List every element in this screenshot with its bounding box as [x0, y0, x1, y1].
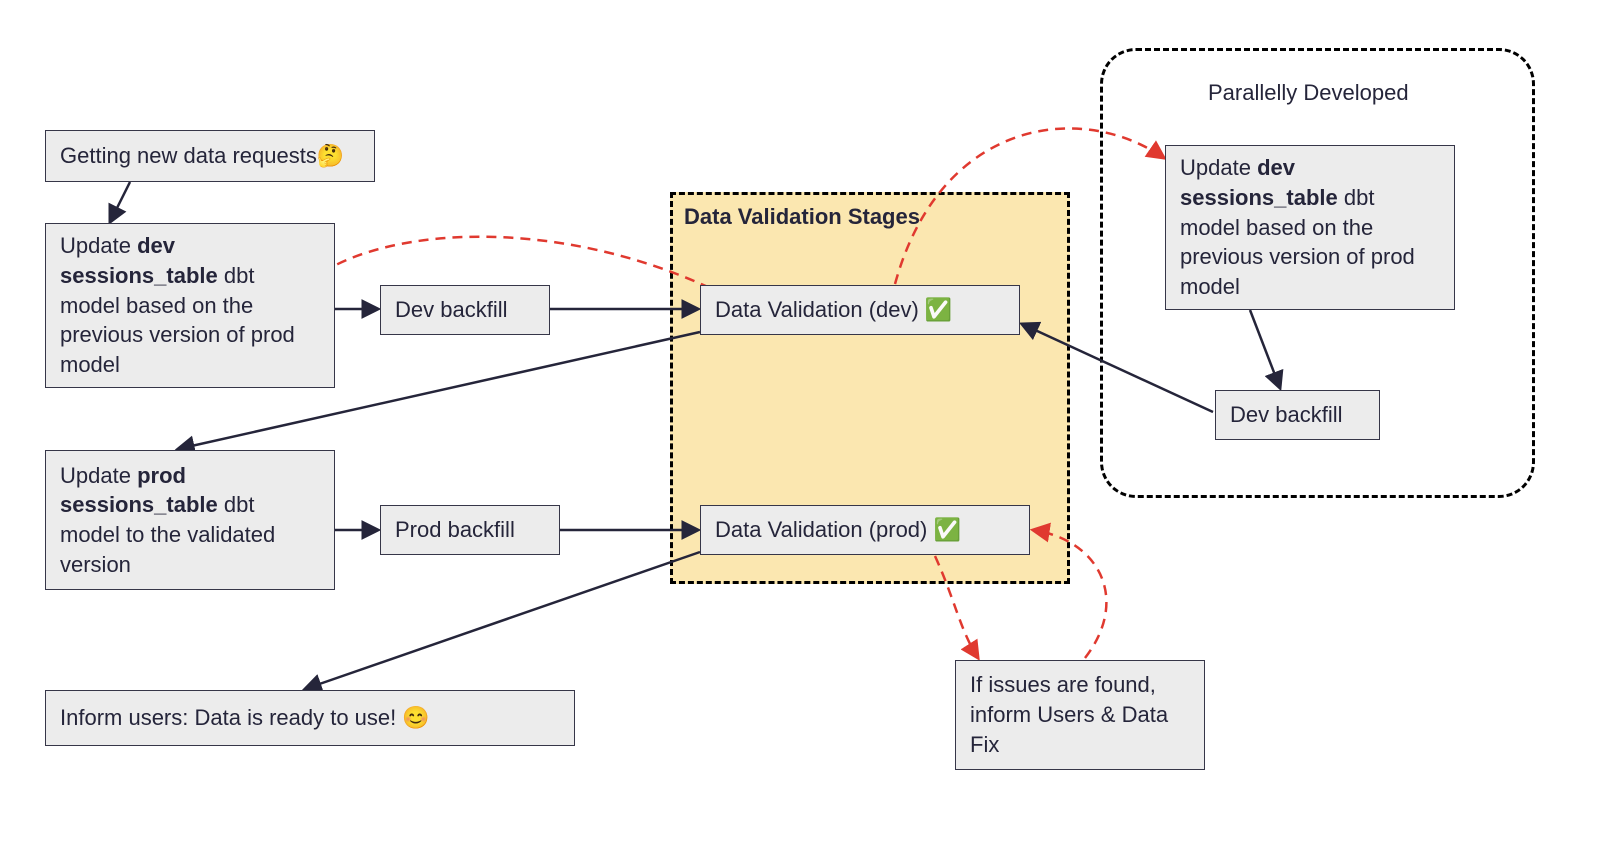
node-n8: Inform users: Data is ready to use! 😊: [45, 690, 575, 746]
diagram-canvas: Data Validation Stages Parallelly Develop…: [0, 0, 1600, 841]
edge-e-n7-n8: [305, 552, 700, 689]
region-label-parallel-dev: Parallelly Developed: [1208, 80, 1409, 106]
node-n2: Update dev sessions_table dbt model base…: [45, 223, 335, 388]
node-n4: Data Validation (dev) ✅: [700, 285, 1020, 335]
node-label: Getting new data requests🤔: [60, 141, 344, 171]
node-n9: If issues are found, inform Users & Data…: [955, 660, 1205, 770]
node-label: Dev backfill: [395, 295, 507, 325]
node-n1: Getting new data requests🤔: [45, 130, 375, 182]
node-n10: Update dev sessions_table dbt model base…: [1165, 145, 1455, 310]
edge-e-n4-n2-loop: [303, 237, 710, 288]
region-label-validation-stages: Data Validation Stages: [684, 204, 920, 230]
node-label: Update prod sessions_table dbt model to …: [60, 461, 320, 580]
edge-e-n1-n2: [110, 182, 130, 222]
node-label: If issues are found, inform Users & Data…: [970, 670, 1190, 759]
node-label: Data Validation (prod) ✅: [715, 515, 961, 545]
node-n6: Prod backfill: [380, 505, 560, 555]
node-label: Data Validation (dev) ✅: [715, 295, 952, 325]
node-label: Inform users: Data is ready to use! 😊: [60, 703, 430, 733]
node-label: Update dev sessions_table dbt model base…: [1180, 153, 1440, 301]
node-n7: Data Validation (prod) ✅: [700, 505, 1030, 555]
node-label: Dev backfill: [1230, 400, 1342, 430]
node-n3: Dev backfill: [380, 285, 550, 335]
node-label: Prod backfill: [395, 515, 515, 545]
node-label: Update dev sessions_table dbt model base…: [60, 231, 320, 379]
node-n5: Update prod sessions_table dbt model to …: [45, 450, 335, 590]
node-n11: Dev backfill: [1215, 390, 1380, 440]
